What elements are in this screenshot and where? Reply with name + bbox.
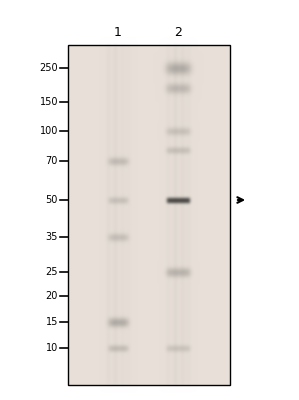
- Text: 100: 100: [40, 126, 58, 136]
- Text: 25: 25: [45, 267, 58, 277]
- Text: 20: 20: [46, 291, 58, 301]
- Text: 15: 15: [46, 317, 58, 327]
- Text: 70: 70: [46, 156, 58, 166]
- Text: 250: 250: [39, 63, 58, 73]
- Text: 2: 2: [174, 26, 182, 38]
- Text: 35: 35: [46, 232, 58, 242]
- Text: 50: 50: [46, 195, 58, 205]
- Bar: [68, 45, 230, 385]
- Text: 150: 150: [39, 97, 58, 107]
- Text: 1: 1: [114, 26, 122, 38]
- Text: 10: 10: [46, 343, 58, 353]
